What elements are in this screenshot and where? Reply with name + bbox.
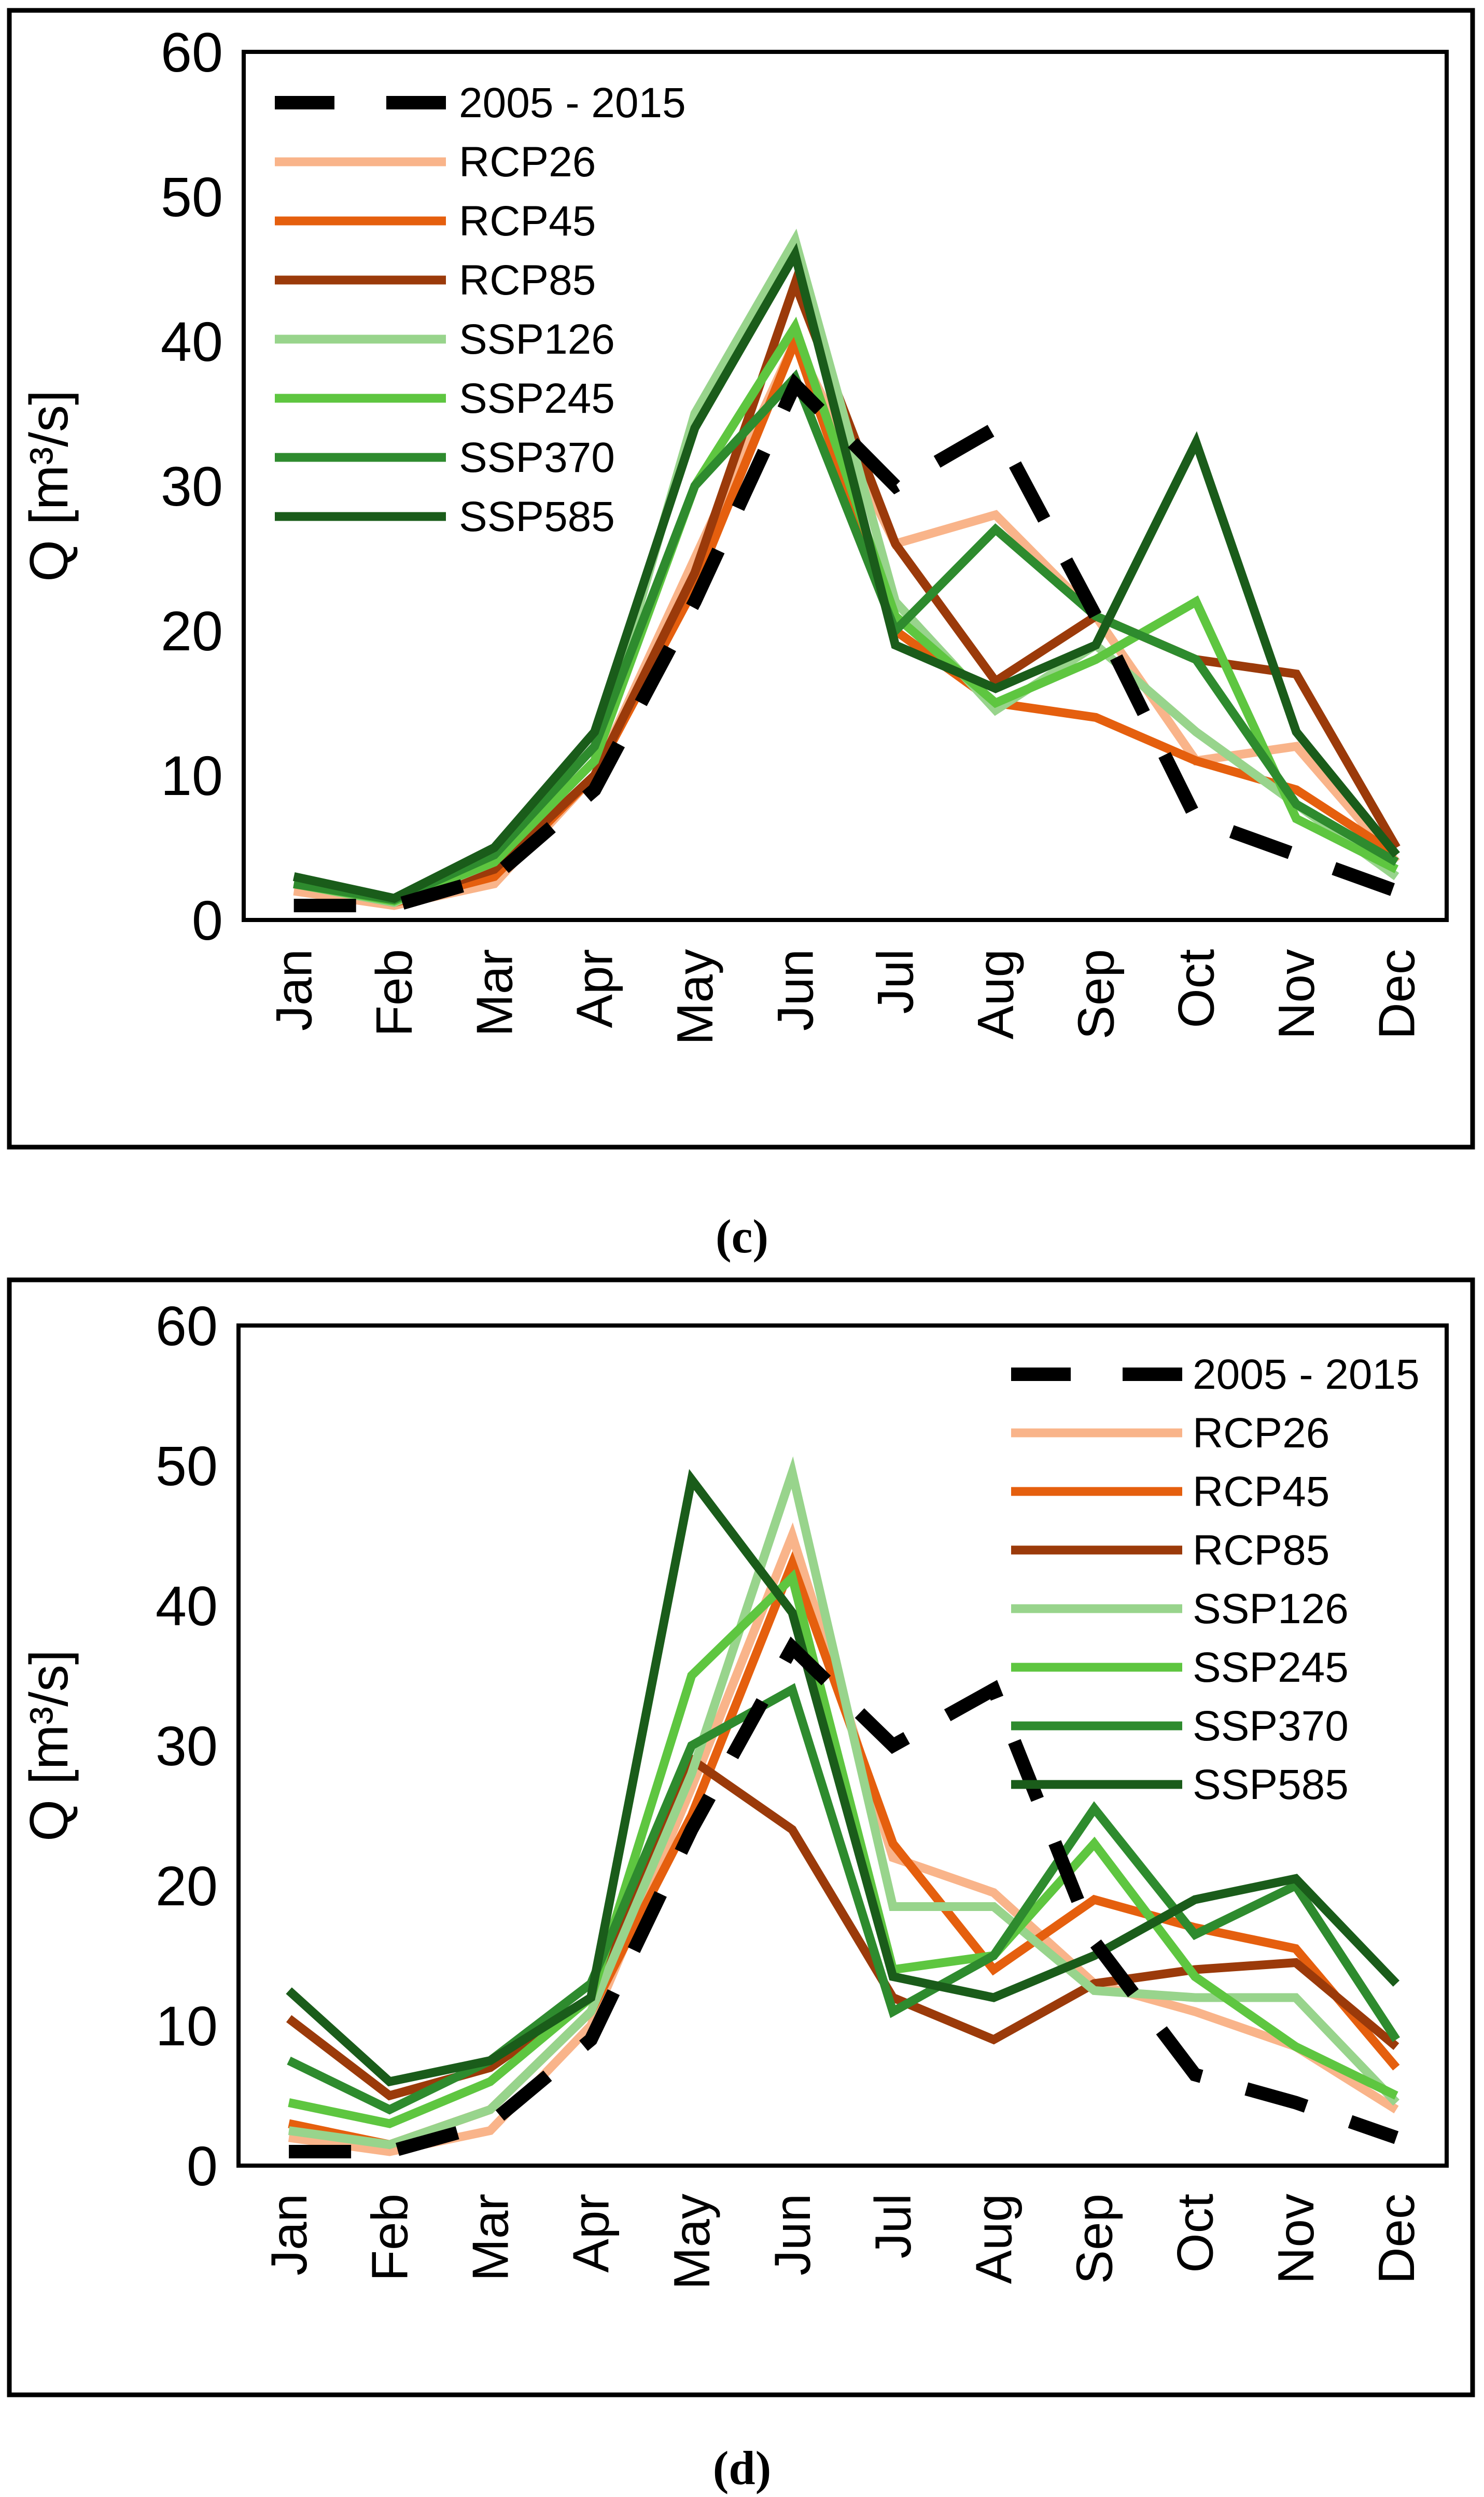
x-tick-label: Jul	[867, 949, 924, 1014]
legend-label: RCP85	[1193, 1527, 1329, 1574]
x-tick-label: Sep	[1067, 949, 1124, 1039]
y-tick-label: 10	[161, 744, 223, 807]
x-tick-label: May	[666, 949, 723, 1045]
legend-label: RCP26	[459, 138, 596, 186]
legend-label: SSP126	[459, 316, 615, 363]
series-line-ssp585	[286, 1469, 1400, 2087]
legend-label: 2005 - 2015	[459, 79, 686, 127]
legend: 2005 - 2015 RCP26 RCP45 RCP85 SSP126 SSP245 SS…	[275, 79, 686, 540]
legend-label: SSP370	[459, 434, 615, 481]
plot-area	[236, 1323, 1449, 2168]
y-tick-label: 40	[161, 310, 223, 373]
legend-label: RCP45	[459, 198, 596, 245]
y-tick-label: 40	[156, 1574, 218, 1637]
series-line-ssp245	[288, 1569, 1398, 2128]
legend-label: RCP26	[1193, 1410, 1329, 1457]
x-tick-label: Aug	[965, 2194, 1022, 2284]
x-tick-label: Jun	[764, 2194, 821, 2276]
y-axis-label: Q [m³/s]	[19, 1650, 79, 1842]
legend-label: SSP585	[1193, 1761, 1349, 1808]
legend-label: SSP245	[1193, 1644, 1349, 1691]
series-line-ssp370	[287, 1683, 1401, 2115]
x-tick-label: Jun	[766, 949, 823, 1031]
y-tick-label: 10	[156, 1994, 218, 2057]
x-tick-label: Aug	[967, 949, 1024, 1039]
plot-area	[242, 50, 1449, 922]
x-tick-label: May	[663, 2194, 720, 2290]
y-tick-label: 50	[161, 165, 223, 228]
legend-label: SSP245	[459, 375, 615, 422]
x-tick-label: Nov	[1268, 949, 1325, 1039]
series-line-rcp45	[293, 328, 1399, 908]
x-tick-label: Oct	[1167, 2194, 1224, 2272]
y-tick-label: 50	[156, 1434, 218, 1497]
panel-label: (d)	[713, 2442, 771, 2494]
y-tick-label: 30	[156, 1714, 218, 1777]
legend-label: 2005 - 2015	[1193, 1351, 1420, 1398]
legend-label: RCP45	[1193, 1468, 1329, 1515]
y-axis-label: Q [m³/s]	[19, 390, 79, 582]
x-tick-label: Mar	[461, 2194, 519, 2281]
chart-outer-frame	[7, 8, 1475, 1150]
series-line-ssp370	[293, 369, 1399, 904]
x-tick-label: Jul	[864, 2194, 921, 2258]
x-tick-label: Apr	[563, 2194, 620, 2273]
x-tick-label: Jan	[260, 2194, 317, 2276]
y-tick-label: 0	[187, 2135, 218, 2197]
y-tick-label: 60	[156, 1294, 218, 1357]
y-tick-label: 20	[161, 599, 223, 662]
legend-label: SSP585	[459, 493, 615, 540]
x-tick-label: Sep	[1066, 2194, 1123, 2284]
x-tick-label: Dec	[1368, 949, 1425, 1039]
x-tick-label: Feb	[361, 2194, 418, 2281]
y-tick-label: 30	[161, 455, 223, 518]
x-tick-label: Apr	[566, 949, 623, 1028]
chart-outer-frame	[7, 1277, 1475, 2397]
chart-panel-2: 0 10 20 30 40 50 60 Jan Feb Mar Apr May Jun Jul Aug Sep…	[7, 1277, 1475, 2397]
series-line-ssp126	[288, 1456, 1400, 2150]
legend-label: SSP126	[1193, 1585, 1349, 1633]
x-tick-label: Oct	[1168, 949, 1225, 1028]
x-tick-label: Jan	[265, 949, 323, 1031]
x-tick-label: Mar	[466, 949, 523, 1037]
legend-label: RCP85	[459, 257, 596, 304]
y-tick-label: 60	[161, 21, 223, 83]
y-tick-label: 20	[156, 1854, 218, 1917]
series-line-ssp245	[293, 316, 1399, 906]
legend-label: SSP370	[1193, 1703, 1349, 1750]
legend: 2005 - 2015 RCP26 RCP45 RCP85 SSP126 SSP245 SS…	[1011, 1351, 1420, 1808]
chart-panel-1: 0 10 20 30 40 50 60 Jan Feb Mar Apr May Jun Jul Aug Sep…	[7, 8, 1475, 1150]
y-tick-label: 0	[192, 889, 223, 952]
x-tick-label: Nov	[1267, 2194, 1324, 2284]
x-tick-label: Feb	[366, 949, 423, 1037]
panel-label: (c)	[716, 1210, 768, 1263]
x-tick-label: Dec	[1368, 2194, 1425, 2284]
series-line-ssp585	[292, 243, 1400, 903]
